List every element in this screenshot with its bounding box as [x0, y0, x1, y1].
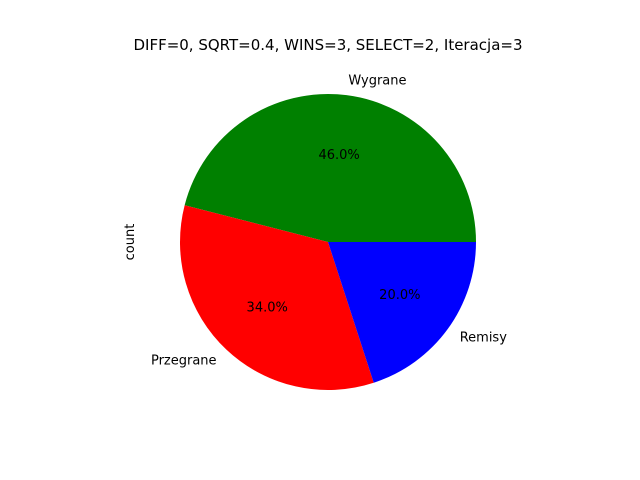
slice-label-wygrane: Wygrane: [348, 73, 406, 88]
slice-label-remisy: Remisy: [460, 331, 507, 346]
y-axis-label: count: [123, 224, 138, 261]
slice-percent-przegrane: 34.0%: [247, 301, 288, 316]
slice-percent-remisy: 20.0%: [379, 288, 420, 303]
pie-slice-wygrane: [184, 93, 476, 242]
pie-slice-remisy: [328, 242, 476, 383]
pie-labels: Wygrane 46.0% Przegrane 34.0% Remisy 20.0%: [151, 73, 507, 368]
slice-percent-wygrane: 46.0%: [318, 148, 359, 163]
slice-label-przegrane: Przegrane: [151, 354, 217, 369]
pie-slices: [179, 93, 476, 391]
chart-title: DIFF=0, SQRT=0.4, WINS=3, SELECT=2, Iter…: [133, 36, 522, 54]
pie-slice-przegrane: [179, 205, 374, 391]
